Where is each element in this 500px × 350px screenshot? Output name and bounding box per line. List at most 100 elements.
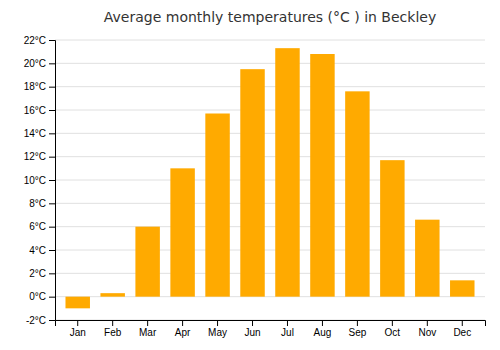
bar [65,297,89,309]
tick-label: 4°C [29,245,46,256]
tick-label: Jan [70,327,86,338]
tick: 8°C [29,198,55,209]
tick-label: 14°C [24,128,46,139]
tick-label: Sep [348,327,366,338]
tick-label: 16°C [24,105,46,116]
bar [240,69,264,297]
grid-line [55,86,485,87]
tick: Jun [244,320,260,338]
tick-label: 18°C [24,81,46,92]
tick-mark [49,203,55,204]
tick: 14°C [24,128,55,139]
tick-mark [49,180,55,181]
tick: Nov [418,320,436,338]
tick: 20°C [24,58,55,69]
bar [345,91,369,296]
tick-mark [49,250,55,251]
title: Average monthly temperatures (°C ) in Be… [104,9,436,25]
tick-mark [49,110,55,111]
tick-label: Nov [418,327,436,338]
bar [310,54,334,297]
tick-label: Jun [244,327,260,338]
tick-label: Oct [385,327,401,338]
tick: Jul [281,320,294,338]
tick: Aug [314,320,332,338]
tick-mark [427,320,428,326]
tick: 6°C [29,221,55,232]
tick: Dec [453,320,471,338]
tick: Mar [139,320,157,338]
tick: 10°C [24,175,55,186]
tick-label: May [208,327,227,338]
grid-line [55,133,485,134]
tick-label: 20°C [24,58,46,69]
tick-mark [49,87,55,88]
chart: -2°C 0°C 2°C 4°C 6°C 8°C 10°C 12°C 14°C 16°C 18°C 2… [0,0,500,350]
tick-label: Mar [139,327,157,338]
grid-line [55,110,485,111]
bar [205,114,229,297]
tick-mark [112,320,113,326]
tick-label: 8°C [29,198,46,209]
tick: Oct [385,320,401,338]
tick-mark [49,297,55,298]
tick-label: Apr [175,327,191,338]
bar [450,280,474,296]
bars [65,48,474,308]
tick-label: Feb [104,327,122,338]
tick-mark [49,157,55,158]
tick-label: Dec [453,327,471,338]
tick-label: 6°C [29,221,46,232]
tick-mark [217,320,218,326]
tick-label: 2°C [29,268,46,279]
tick: Sep [348,320,366,338]
tick: 4°C [29,245,55,256]
tick-mark [77,320,78,326]
tick: Apr [175,320,191,338]
plot-area: -2°C 0°C 2°C 4°C 6°C 8°C 10°C 12°C 14°C 16°C 18°C 2… [24,35,486,338]
tick-label: -2°C [26,315,46,326]
axis-line [49,41,56,321]
tick: Jan [70,320,86,338]
tick-mark [287,320,288,326]
grid [55,40,485,320]
tick-mark [357,320,358,326]
tick: -2°C [26,315,55,326]
tick-label: 12°C [24,151,46,162]
tick-mark [322,320,323,326]
tick-mark [462,320,463,326]
bar [415,220,439,297]
tick-label: Jul [281,327,294,338]
grid-line [55,63,485,64]
tick-mark [392,320,393,326]
tick-mark [49,133,55,134]
tick-label: 22°C [24,35,46,46]
tick: 12°C [24,151,55,162]
tick-mark [49,63,55,64]
tick-mark [182,320,183,326]
tick: 18°C [24,81,55,92]
grid-line [55,156,485,157]
x-axis: Jan Feb Mar Apr May Jun Jul Aug Sep Oct Nov Dec [56,320,486,338]
bar [275,48,299,296]
tick: May [208,320,227,338]
tick: 2°C [29,268,55,279]
bar [380,160,404,297]
grid-line [55,40,485,41]
tick-label: 0°C [29,291,46,302]
bar [100,293,124,297]
tick-mark [49,320,55,321]
tick-mark [252,320,253,326]
tick-label: Aug [314,327,332,338]
bar [135,227,159,297]
bar [170,168,194,296]
tick-mark [49,227,55,228]
tick: Feb [104,320,122,338]
grid-line [55,180,485,181]
tick: 16°C [24,105,55,116]
tick: 22°C [24,35,55,46]
tick: 0°C [29,291,55,302]
tick-label: 10°C [24,175,46,186]
tick-mark [147,320,148,326]
grid-line [55,203,485,204]
